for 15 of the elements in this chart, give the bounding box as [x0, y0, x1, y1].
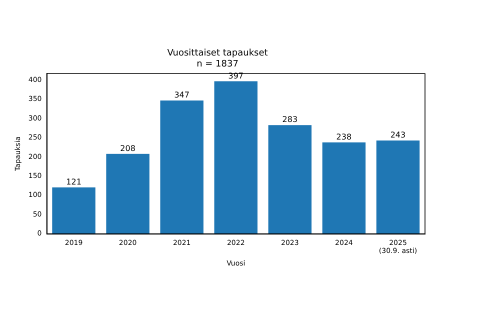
bar [106, 154, 150, 234]
bar [322, 142, 366, 234]
data-label: 347 [174, 90, 190, 100]
bar [160, 100, 204, 234]
data-label: 243 [390, 130, 406, 140]
chart-title: Vuosittaiset tapaukset [167, 48, 268, 59]
bar [52, 187, 96, 234]
bar [376, 140, 420, 234]
data-label: 238 [336, 132, 352, 142]
data-label: 121 [66, 177, 82, 186]
bar [268, 125, 312, 234]
chart-subtitle: n = 1837 [196, 60, 238, 70]
data-label: 208 [120, 144, 136, 153]
bar [214, 81, 258, 234]
data-label: 283 [282, 115, 298, 124]
